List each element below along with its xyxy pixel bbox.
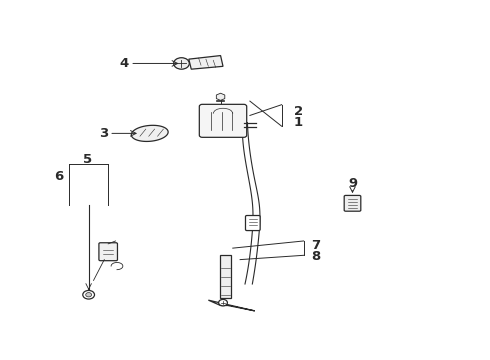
Text: 9: 9 bbox=[348, 177, 357, 190]
Polygon shape bbox=[131, 125, 168, 141]
FancyBboxPatch shape bbox=[245, 216, 260, 230]
FancyBboxPatch shape bbox=[344, 195, 361, 211]
Circle shape bbox=[173, 58, 189, 69]
FancyBboxPatch shape bbox=[199, 104, 246, 137]
Polygon shape bbox=[189, 55, 223, 69]
Text: 2: 2 bbox=[294, 105, 303, 118]
Circle shape bbox=[219, 300, 227, 306]
Text: 1: 1 bbox=[294, 116, 303, 129]
Text: 6: 6 bbox=[54, 170, 63, 183]
Circle shape bbox=[86, 293, 92, 297]
Text: 4: 4 bbox=[120, 57, 129, 70]
Text: 5: 5 bbox=[83, 153, 92, 166]
FancyBboxPatch shape bbox=[99, 243, 118, 261]
Text: 8: 8 bbox=[311, 249, 320, 262]
Polygon shape bbox=[208, 300, 255, 311]
Circle shape bbox=[83, 291, 95, 299]
Text: 3: 3 bbox=[98, 127, 108, 140]
Polygon shape bbox=[220, 255, 231, 298]
Text: 7: 7 bbox=[311, 239, 320, 252]
